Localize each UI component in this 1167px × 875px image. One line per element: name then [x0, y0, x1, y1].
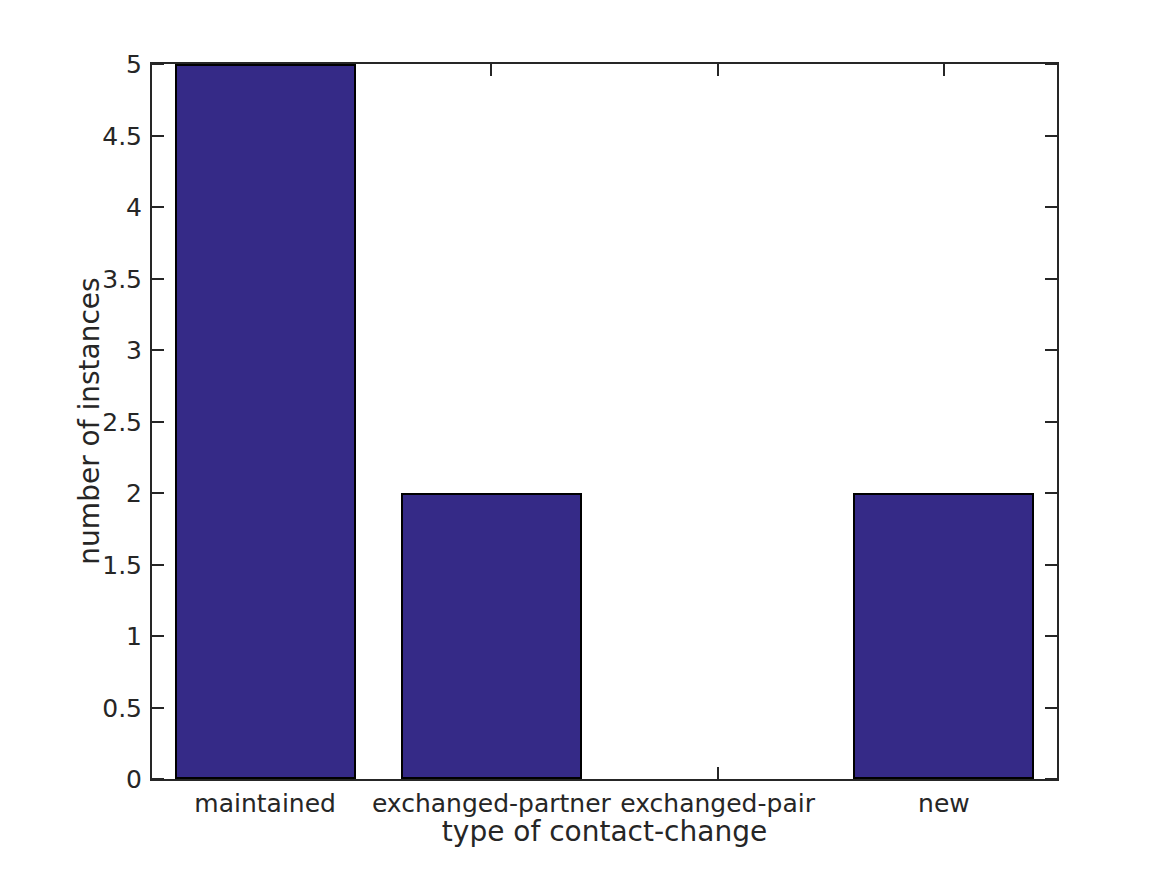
x-tick-label: maintained [194, 791, 336, 816]
y-axis-tick [152, 349, 164, 351]
y-axis-tick [152, 63, 164, 65]
y-tick-label: 5 [126, 52, 142, 77]
x-axis-tick [717, 767, 719, 779]
x-axis-tick [490, 64, 492, 76]
y-axis-tick [152, 278, 164, 280]
y-tick-label: 4 [126, 195, 142, 220]
y-tick-label: 1.5 [102, 552, 142, 577]
y-tick-label: 2 [126, 481, 142, 506]
x-axis-label: type of contact-change [150, 818, 1059, 846]
y-axis-tick [152, 778, 164, 780]
y-tick-label: 2.5 [102, 409, 142, 434]
y-axis-label: number of instances [76, 277, 104, 564]
y-tick-label: 3 [126, 338, 142, 363]
y-axis-tick [1045, 278, 1057, 280]
y-axis-tick [152, 421, 164, 423]
y-axis-tick [1045, 421, 1057, 423]
y-axis-tick [1045, 135, 1057, 137]
y-tick-label: 1 [126, 624, 142, 649]
y-axis-tick [1045, 63, 1057, 65]
x-axis-tick [943, 64, 945, 76]
y-axis-tick [1045, 635, 1057, 637]
y-axis-tick [1045, 206, 1057, 208]
y-tick-label: 3.5 [102, 266, 142, 291]
y-axis-tick [152, 564, 164, 566]
bar-new [853, 493, 1034, 779]
y-axis-tick [1045, 349, 1057, 351]
x-tick-label: new [918, 791, 970, 816]
y-tick-label: 0.5 [102, 695, 142, 720]
y-axis-tick [1045, 707, 1057, 709]
y-axis-tick [1045, 778, 1057, 780]
x-tick-label: exchanged-pair [620, 791, 815, 816]
y-axis-tick [1045, 492, 1057, 494]
x-tick-label: exchanged-partner [372, 791, 611, 816]
y-axis-tick [152, 635, 164, 637]
y-axis-tick [1045, 564, 1057, 566]
y-axis-tick [152, 707, 164, 709]
y-axis-tick [152, 206, 164, 208]
figure: number of instances 00.511.522.533.544.5… [0, 0, 1167, 875]
y-axis-tick [152, 492, 164, 494]
bar-maintained [175, 64, 356, 779]
y-tick-label: 4.5 [102, 123, 142, 148]
plot-area: 00.511.522.533.544.55maintainedexchanged… [150, 62, 1059, 781]
bar-exchanged-partner [401, 493, 582, 779]
y-tick-label: 0 [126, 767, 142, 792]
y-axis-tick [152, 135, 164, 137]
x-axis-tick [717, 64, 719, 76]
